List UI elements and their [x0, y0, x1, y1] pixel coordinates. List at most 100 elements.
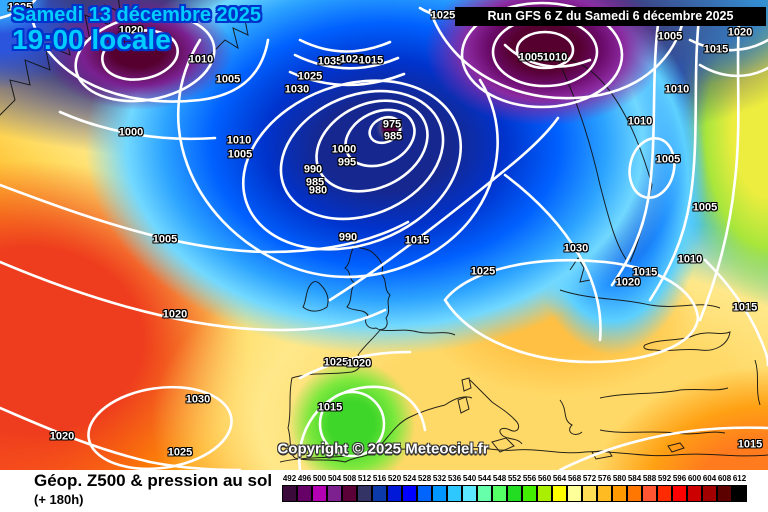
colorbar-value: 516	[372, 474, 387, 483]
colorbar-value: 548	[492, 474, 507, 483]
colorbar-cell: 564	[551, 472, 567, 502]
colorbar-value: 604	[702, 474, 717, 483]
colorbar-cell: 612	[731, 472, 747, 502]
pressure-label: 1005	[117, 8, 143, 21]
colorbar-value: 596	[672, 474, 687, 483]
colorbar-swatch	[341, 485, 357, 502]
pressure-label: 1025	[297, 70, 323, 83]
colorbar-cell: 548	[491, 472, 507, 502]
colorbar-cell: 568	[566, 472, 582, 502]
colorbar-cell: 604	[701, 472, 717, 502]
pressure-label: 1005	[655, 153, 681, 166]
colorbar-value: 588	[642, 474, 657, 483]
colorbar-value: 592	[657, 474, 672, 483]
pressure-label: 1020	[727, 26, 753, 39]
pressure-label: 1030	[284, 83, 310, 96]
colorbar-value: 552	[507, 474, 522, 483]
colorbar-swatch	[386, 485, 402, 502]
colorbar-swatch	[521, 485, 537, 502]
colorbar-cell: 552	[506, 472, 522, 502]
pressure-label: 1010	[664, 83, 690, 96]
pressure-label: 980	[308, 184, 328, 197]
colorbar-value: 524	[402, 474, 417, 483]
colorbar-cell: 600	[686, 472, 702, 502]
colorbar-cell: 580	[611, 472, 627, 502]
colorbar-swatch	[611, 485, 627, 502]
pressure-label: 1030	[563, 242, 589, 255]
colorbar-cell: 608	[716, 472, 732, 502]
time-text: 19:00 locale	[12, 24, 171, 55]
colorbar-swatch	[371, 485, 387, 502]
pressure-label: 985	[383, 130, 403, 143]
pressure-label: 1000	[118, 126, 144, 139]
colorbar-swatch	[311, 485, 327, 502]
colorbar-cell: 572	[581, 472, 597, 502]
colorbar-cell: 516	[371, 472, 387, 502]
colorbar-swatch	[282, 485, 297, 502]
pressure-label: 1010	[627, 115, 653, 128]
colorbar-value: 560	[537, 474, 552, 483]
pressure-label: 1025	[167, 446, 193, 459]
colorbar-cell: 508	[341, 472, 357, 502]
colorbar-swatch	[731, 485, 747, 502]
pressure-label: 1020	[339, 53, 365, 66]
pressure-label: 1020	[615, 276, 641, 289]
colorbar-value: 508	[342, 474, 357, 483]
pressure-label: 1020	[49, 430, 75, 443]
forecast-hour: (+ 180h)	[34, 492, 84, 507]
pressure-label: 1020	[162, 308, 188, 321]
pressure-label: 1015	[632, 266, 658, 279]
colorbar-swatch	[356, 485, 372, 502]
colorbar-swatch	[401, 485, 417, 502]
pressure-label: 1010	[677, 253, 703, 266]
colorbar-swatch	[446, 485, 462, 502]
colorbar-cell: 492	[282, 472, 297, 502]
pressure-label: 1035	[317, 55, 343, 68]
map-overlay-svg	[0, 0, 768, 470]
colorbar-cell: 576	[596, 472, 612, 502]
run-info-banner: Run GFS 6 Z du Samedi 6 décembre 2025	[455, 7, 766, 26]
pressure-label: 1015	[358, 54, 384, 67]
colorbar-cell: 560	[536, 472, 552, 502]
pressure-label: 1030	[185, 393, 211, 406]
pressure-label: 1015	[737, 438, 763, 451]
colorbar-swatch	[431, 485, 447, 502]
colorbar-swatch	[596, 485, 612, 502]
colorbar-swatch	[296, 485, 312, 502]
coastline-paths	[0, 0, 768, 463]
colorbar-cell: 596	[671, 472, 687, 502]
colorbar-cell: 500	[311, 472, 327, 502]
colorbar-value: 528	[417, 474, 432, 483]
map-image: 1025 1005 1020 1010 1005 1000 1010 1005 1035 1020…	[0, 0, 768, 470]
colorbar-value: 584	[627, 474, 642, 483]
pressure-label: 1005	[657, 30, 683, 43]
colorbar-value: 496	[297, 474, 312, 483]
colorbar-value: 544	[477, 474, 492, 483]
pressure-label: 1005	[692, 201, 718, 214]
pressure-label: 995	[337, 156, 357, 169]
colorbar-swatch	[626, 485, 642, 502]
colorbar-swatch	[476, 485, 492, 502]
colorbar-cell: 532	[431, 472, 447, 502]
pressure-label: 1005	[227, 148, 253, 161]
colorbar-value: 600	[687, 474, 702, 483]
colorbar: 492 496 500 504 508 512 516 520 524 528 532 536 540 5…	[282, 472, 747, 502]
pressure-label: 1010	[188, 53, 214, 66]
date-text: Samedi 13 décembre 2025	[12, 4, 262, 26]
colorbar-cell: 588	[641, 472, 657, 502]
pressure-label: 1015	[732, 301, 758, 314]
pressure-label: 1015	[317, 401, 343, 414]
pressure-label: 1015	[404, 234, 430, 247]
colorbar-cell: 520	[386, 472, 402, 502]
colorbar-swatch	[326, 485, 342, 502]
colorbar-swatch	[506, 485, 522, 502]
isobar-contours	[0, 0, 768, 470]
colorbar-value: 580	[612, 474, 627, 483]
colorbar-cell: 540	[461, 472, 477, 502]
colorbar-cell: 524	[401, 472, 417, 502]
colorbar-value: 608	[717, 474, 732, 483]
pressure-label: 975	[382, 118, 402, 131]
pressure-label: 1025	[470, 265, 496, 278]
pressure-label: 1025	[7, 1, 33, 14]
